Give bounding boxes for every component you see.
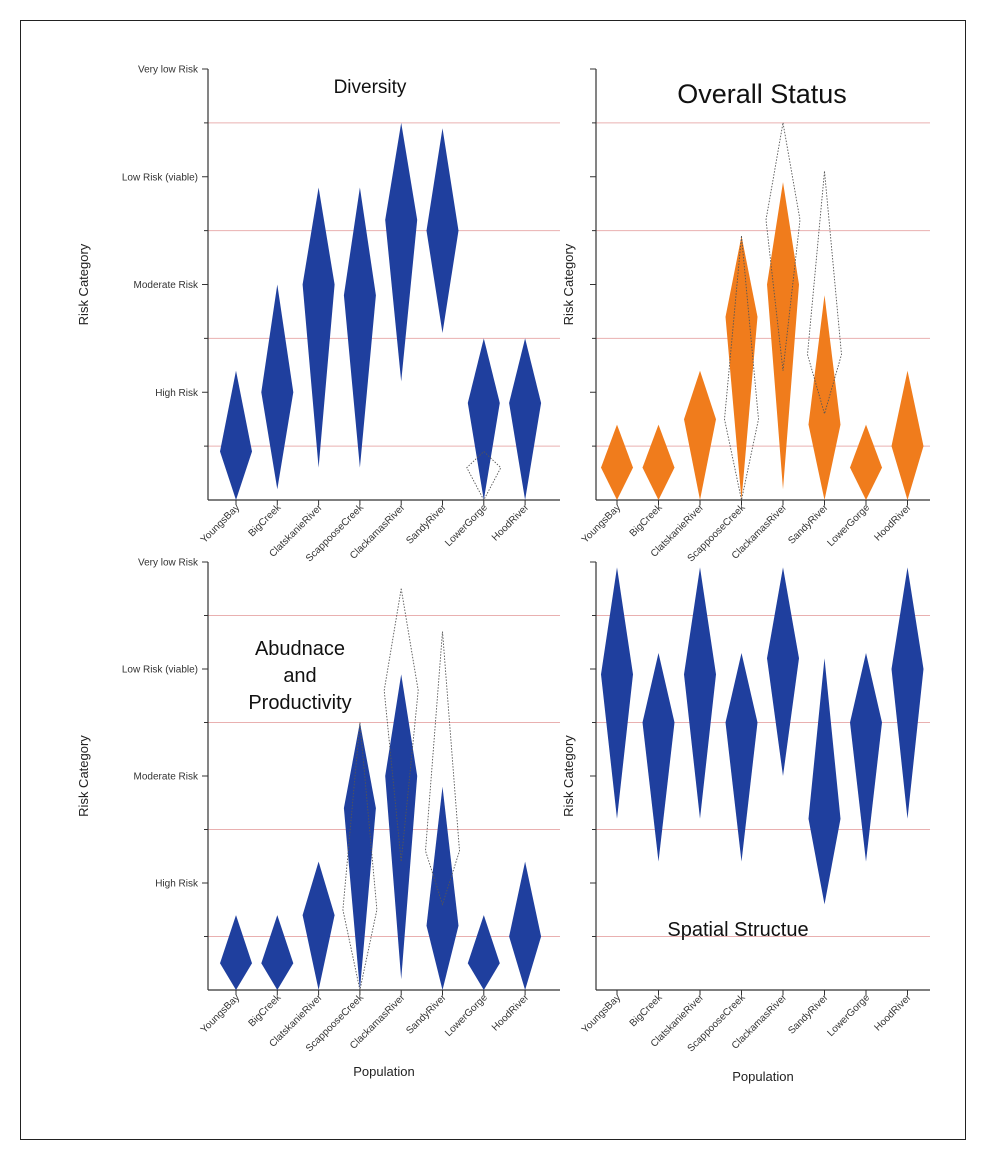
- x-tick-label-bigcreek: BigCreek: [247, 502, 285, 540]
- figure-frame: [20, 20, 966, 1140]
- x-tick-label-youngsbay: YoungsBay: [580, 502, 623, 545]
- y-tick-label-moderate-risk: Moderate Risk: [134, 772, 199, 783]
- violin-hoodriver: [509, 861, 542, 990]
- violin-hoodriver: [509, 338, 542, 500]
- x-tick-label-lowergorge: LowerGorge: [825, 992, 872, 1039]
- violin-scappoosecreek: [343, 187, 376, 468]
- reference-outline-scappoosecreek: [342, 722, 378, 991]
- y-tick-label-high-risk: High Risk: [155, 879, 199, 890]
- y-tick-label-very-low-risk: Very low Risk: [138, 65, 199, 76]
- violin-lowergorge: [850, 424, 882, 500]
- y-tick-label-very-low-risk: Very low Risk: [138, 558, 199, 569]
- x-tick-label-sandyriver: SandyRiver: [786, 502, 831, 547]
- y-tick-label-low-risk-viable: Low Risk (viable): [122, 172, 198, 183]
- violin-hoodriver: [891, 370, 924, 500]
- y-axis-title: Risk Category: [76, 243, 91, 325]
- panel-diversity: High Risk Moderate Risk Low Risk (viable) V…: [76, 65, 560, 564]
- y-axis-title: Risk Category: [561, 243, 576, 325]
- x-tick-label-youngsbay: YoungsBay: [199, 502, 242, 545]
- violin-scappoosecreek: [725, 652, 758, 862]
- panel-title-line: Abudnace: [255, 638, 345, 660]
- violin-bigcreek: [261, 284, 294, 490]
- violin-clatskanieriver: [302, 187, 335, 468]
- y-axis-title: Risk Category: [76, 735, 91, 817]
- violin-youngsbay: [220, 915, 252, 990]
- x-tick-label-hoodriver: HoodRiver: [872, 992, 914, 1034]
- violin-clatskanieriver: [302, 861, 335, 990]
- y-tick-label-high-risk: High Risk: [155, 388, 199, 399]
- x-tick-label-lowergorge: LowerGorge: [825, 502, 872, 549]
- violin-youngsbay: [601, 567, 633, 819]
- violin-clackamasriver: [767, 567, 799, 776]
- panel-title-line: Productivity: [248, 692, 351, 714]
- x-axis-title: Population: [353, 1064, 414, 1079]
- panel-title: Abudnace and Productivity: [248, 638, 351, 714]
- violin-clatskanieriver: [684, 370, 716, 500]
- violin-sandyriver: [426, 786, 459, 990]
- x-tick-label-hoodriver: HoodRiver: [872, 502, 914, 544]
- violin-hoodriver: [891, 567, 924, 819]
- panel-title-line: and: [283, 665, 316, 687]
- reference-outline-sandyriver: [425, 631, 460, 906]
- x-tick-label-bigcreek: BigCreek: [628, 502, 666, 540]
- panel-title: Spatial Structue: [667, 919, 808, 941]
- x-tick-label-bigcreek: BigCreek: [628, 992, 666, 1030]
- violin-youngsbay: [220, 370, 252, 500]
- violin-clatskanieriver: [684, 567, 716, 819]
- violin-clackamasriver: [767, 182, 799, 490]
- panel-title: Overall Status: [677, 79, 847, 109]
- violin-youngsbay: [601, 424, 633, 500]
- panel-spatial-structue: Risk Category Population YoungsBay BigCreek…: [561, 561, 930, 1084]
- x-tick-label-youngsbay: YoungsBay: [580, 992, 623, 1035]
- x-tick-label-bigcreek: BigCreek: [247, 992, 285, 1030]
- x-tick-label-sandyriver: SandyRiver: [786, 992, 831, 1037]
- violin-lowergorge: [467, 338, 500, 500]
- x-axis-title: Population: [732, 1069, 793, 1084]
- x-tick-label-lowergorge: LowerGorge: [443, 502, 490, 549]
- violin-bigcreek: [261, 915, 294, 990]
- violin-sandyriver: [426, 128, 459, 333]
- y-axis-title: Risk Category: [561, 735, 576, 817]
- y-tick-label-moderate-risk: Moderate Risk: [134, 280, 199, 291]
- violin-scappoosecreek: [343, 722, 376, 990]
- x-tick-label-lowergorge: LowerGorge: [443, 992, 490, 1039]
- violin-clackamasriver: [385, 674, 418, 980]
- violin-lowergorge: [850, 652, 882, 862]
- reference-outline-clackamasriver: [765, 122, 801, 371]
- violin-sandyriver: [808, 658, 841, 905]
- reference-outline-lowergorge: [466, 450, 502, 501]
- violin-bigcreek: [642, 652, 675, 862]
- x-tick-label-sandyriver: SandyRiver: [404, 502, 449, 547]
- violin-sandyriver: [808, 295, 841, 500]
- violin-bigcreek: [642, 424, 675, 500]
- x-tick-label-hoodriver: HoodRiver: [490, 502, 532, 544]
- x-tick-label-hoodriver: HoodRiver: [490, 992, 532, 1034]
- y-tick-label-low-risk-viable: Low Risk (viable): [122, 665, 198, 676]
- panel-abudnace-and-productivity: High Risk Moderate Risk Low Risk (viable) V…: [76, 558, 560, 1079]
- x-tick-label-sandyriver: SandyRiver: [404, 992, 449, 1037]
- x-tick-label-youngsbay: YoungsBay: [199, 992, 242, 1035]
- reference-outline-clackamasriver: [383, 588, 419, 862]
- violin-clackamasriver: [385, 122, 418, 382]
- violin-lowergorge: [467, 915, 500, 990]
- panel-title: Diversity: [334, 77, 407, 98]
- violin-scappoosecreek: [725, 236, 758, 500]
